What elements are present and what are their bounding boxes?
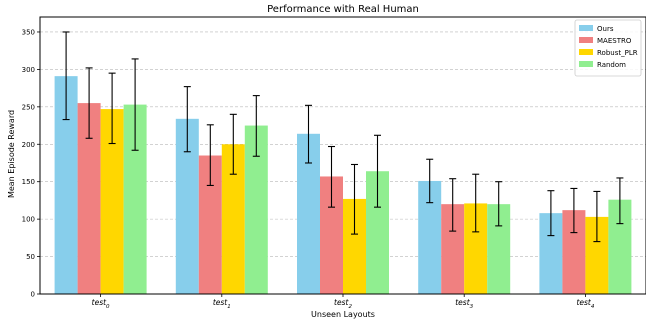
x-tick-label: test2: [334, 298, 352, 310]
bar-ours: [54, 76, 78, 294]
y-tick-label: 300: [22, 66, 35, 74]
legend-label: Ours: [597, 25, 614, 33]
bar-robust-plr: [343, 198, 366, 294]
bar-random: [608, 199, 632, 294]
legend: Ours MAESTRO Robust_PLR Random: [574, 19, 642, 77]
bar-maestro: [198, 155, 222, 294]
x-tick-label: test3: [455, 298, 473, 310]
y-tick-label: 250: [22, 103, 35, 111]
bar-robust-plr: [464, 203, 488, 294]
bar-ours: [175, 118, 199, 294]
legend-swatch: [579, 61, 593, 67]
legend-swatch: [579, 49, 593, 55]
legend-label: Robust_PLR: [597, 49, 638, 57]
bar-ours: [418, 180, 442, 294]
bar-random: [487, 204, 511, 294]
bar-robust-plr: [585, 216, 609, 294]
x-axis-ticks: test0 test1 test2 test3 test4: [92, 294, 595, 310]
y-tick-label: 350: [22, 28, 35, 36]
chart-title: Performance with Real Human: [267, 4, 419, 15]
y-tick-label: 200: [22, 141, 35, 149]
legend-label: Random: [597, 61, 626, 69]
legend-swatch: [579, 25, 593, 31]
bar-robust-plr: [221, 144, 245, 294]
bar-ours: [297, 133, 320, 294]
y-tick-label: 150: [22, 178, 35, 186]
x-axis-label: Unseen Layouts: [311, 310, 375, 319]
bar-maestro: [562, 210, 586, 294]
x-tick-label: test1: [213, 298, 231, 310]
bar-maestro: [77, 103, 101, 294]
y-axis-label: Mean Episode Reward: [7, 110, 16, 198]
legend-label: MAESTRO: [597, 37, 632, 45]
y-tick-label: 50: [26, 253, 35, 261]
error-bars: [62, 31, 624, 243]
y-axis-ticks: 0 50 100 150 200 250 300 350: [22, 28, 40, 299]
bars: [54, 76, 632, 295]
legend-swatch: [579, 37, 593, 43]
x-tick-label: test4: [576, 298, 594, 310]
bar-maestro: [441, 204, 465, 294]
bar-maestro: [320, 176, 343, 294]
bar-random: [366, 171, 389, 294]
bar-random: [244, 125, 268, 295]
y-tick-label: 0: [31, 291, 35, 299]
y-tick-label: 100: [22, 216, 35, 224]
bar-ours: [539, 213, 563, 294]
bar-random: [123, 104, 147, 294]
x-tick-label: test0: [92, 298, 110, 310]
bar-robust-plr: [100, 109, 124, 294]
